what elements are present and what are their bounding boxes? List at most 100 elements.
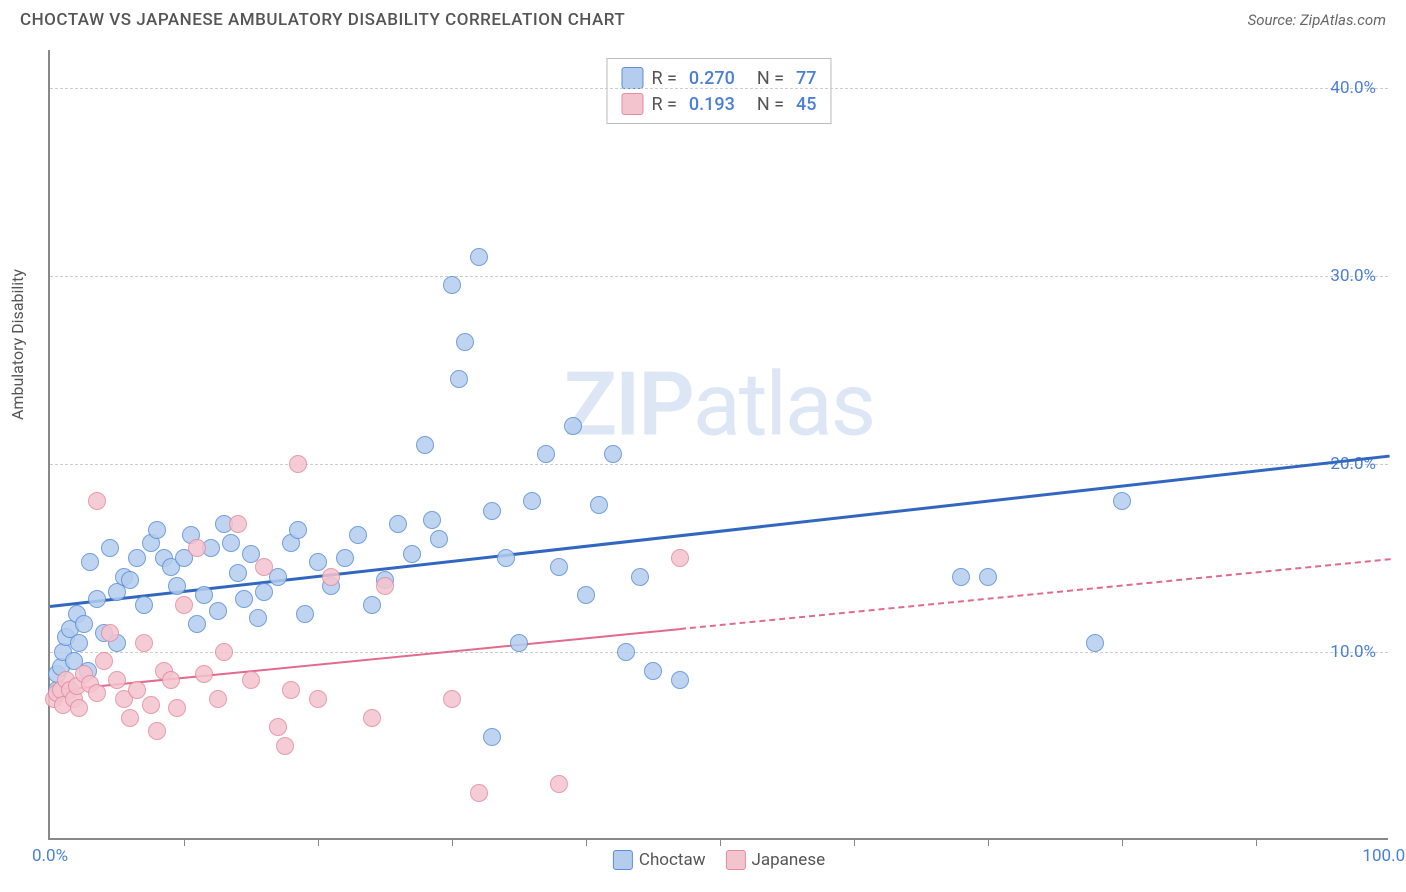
- y-tick-label: 10.0%: [1330, 642, 1376, 662]
- data-point: [121, 571, 139, 589]
- data-point: [142, 696, 160, 714]
- data-point: [282, 681, 300, 699]
- r-value: 0.193: [689, 94, 735, 115]
- r-label: R =: [651, 68, 676, 89]
- legend-swatch: [613, 850, 633, 870]
- x-tick: [586, 838, 587, 846]
- x-tick: [720, 838, 721, 846]
- data-point: [430, 530, 448, 548]
- data-point: [121, 709, 139, 727]
- data-point: [229, 564, 247, 582]
- legend-swatch: [621, 93, 643, 115]
- gridline: [50, 464, 1388, 465]
- data-point: [195, 586, 213, 604]
- watermark: ZIPatlas: [564, 353, 874, 456]
- y-tick-label: 30.0%: [1330, 266, 1376, 286]
- data-point: [617, 643, 635, 661]
- data-point: [255, 558, 273, 576]
- data-point: [88, 684, 106, 702]
- chart-plot-area: ZIPatlas R =0.270N =77R =0.193N =45 Choc…: [48, 50, 1388, 840]
- n-value: 45: [796, 94, 816, 115]
- watermark-atlas: atlas: [693, 353, 874, 456]
- trend-line: [680, 558, 1390, 630]
- n-label: N =: [757, 94, 784, 115]
- data-point: [631, 568, 649, 586]
- data-point: [416, 436, 434, 454]
- data-point: [577, 586, 595, 604]
- legend-label: Japanese: [751, 850, 825, 870]
- data-point: [195, 665, 213, 683]
- data-point: [590, 496, 608, 514]
- data-point: [470, 784, 488, 802]
- data-point: [550, 558, 568, 576]
- data-point: [423, 511, 441, 529]
- x-tick: [1122, 838, 1123, 846]
- data-point: [604, 445, 622, 463]
- data-point: [215, 643, 233, 661]
- data-point: [229, 515, 247, 533]
- data-point: [363, 596, 381, 614]
- data-point: [1086, 634, 1104, 652]
- data-point: [168, 577, 186, 595]
- data-point: [168, 699, 186, 717]
- data-point: [523, 492, 541, 510]
- data-point: [456, 333, 474, 351]
- data-point: [644, 662, 662, 680]
- data-point: [296, 605, 314, 623]
- data-point: [322, 568, 340, 586]
- gridline: [50, 652, 1388, 653]
- data-point: [443, 690, 461, 708]
- data-point: [671, 549, 689, 567]
- data-point: [470, 248, 488, 266]
- r-value: 0.270: [689, 68, 735, 89]
- data-point: [403, 545, 421, 563]
- data-point: [209, 690, 227, 708]
- data-point: [255, 583, 273, 601]
- legend-item: Japanese: [725, 850, 825, 870]
- data-point: [162, 671, 180, 689]
- x-tick: [854, 838, 855, 846]
- source-label: Source: ZipAtlas.com: [1248, 11, 1386, 29]
- x-tick-label: 0.0%: [32, 846, 68, 866]
- x-tick: [452, 838, 453, 846]
- data-point: [497, 549, 515, 567]
- data-point: [135, 596, 153, 614]
- data-point: [389, 515, 407, 533]
- data-point: [135, 634, 153, 652]
- data-point: [128, 681, 146, 699]
- data-point: [95, 652, 113, 670]
- data-point: [510, 634, 528, 652]
- gridline: [50, 88, 1388, 89]
- data-point: [148, 722, 166, 740]
- data-point: [101, 624, 119, 642]
- data-point: [309, 690, 327, 708]
- watermark-zip: ZIP: [564, 353, 693, 456]
- data-point: [88, 492, 106, 510]
- data-point: [81, 553, 99, 571]
- data-point: [483, 502, 501, 520]
- data-point: [148, 521, 166, 539]
- data-point: [979, 568, 997, 586]
- data-point: [671, 671, 689, 689]
- data-point: [550, 775, 568, 793]
- data-point: [188, 539, 206, 557]
- data-point: [309, 553, 327, 571]
- data-point: [88, 590, 106, 608]
- data-point: [376, 577, 394, 595]
- data-point: [289, 455, 307, 473]
- data-point: [75, 615, 93, 633]
- legend-row: R = 0.193 N = 45: [621, 91, 816, 117]
- data-point: [349, 526, 367, 544]
- data-point: [443, 276, 461, 294]
- data-point: [276, 737, 294, 755]
- legend-label: Choctaw: [639, 850, 706, 870]
- data-point: [70, 634, 88, 652]
- r-label: R =: [651, 94, 676, 115]
- data-point: [242, 671, 260, 689]
- data-point: [336, 549, 354, 567]
- x-tick: [318, 838, 319, 846]
- trend-line: [50, 454, 1390, 607]
- legend-swatch: [725, 850, 745, 870]
- data-point: [537, 445, 555, 463]
- n-label: N =: [757, 68, 784, 89]
